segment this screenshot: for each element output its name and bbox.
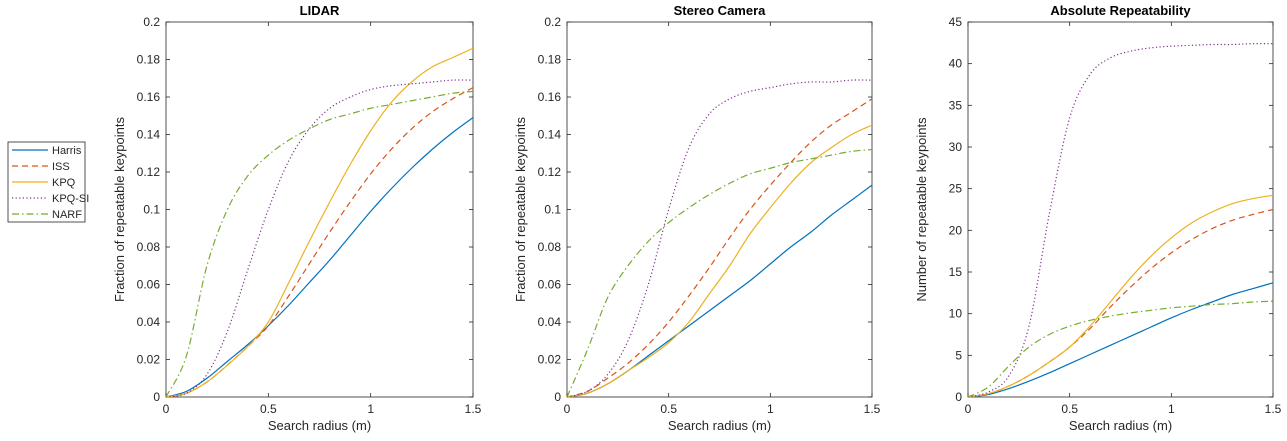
y-tick-label: 20 xyxy=(949,223,963,237)
y-tick-label: 45 xyxy=(949,15,963,29)
y-tick-label: 0 xyxy=(153,390,160,404)
y-tick-label: 0.08 xyxy=(137,240,161,254)
x-tick-label: 0.5 xyxy=(260,402,277,416)
y-tick-label: 15 xyxy=(949,265,963,279)
y-tick-label: 10 xyxy=(949,307,963,321)
y-tick-label: 25 xyxy=(949,182,963,196)
legend-entry-kpq-si: KPQ-SI xyxy=(12,193,89,205)
chart-panel-absolute-repeatability: Absolute Repeatability 0 0.5 1 1.5 0 5 10 15 20 25… xyxy=(914,3,1282,433)
series-line-iss xyxy=(165,87,474,398)
x-tick-label: 0 xyxy=(564,402,571,416)
series-line-iss xyxy=(566,98,873,398)
x-tick-label: 1 xyxy=(367,402,374,416)
x-tick-label: 1.5 xyxy=(1265,402,1282,416)
y-tick-label: 0.04 xyxy=(137,315,161,329)
series-line-harris xyxy=(967,282,1274,398)
series-line-narf xyxy=(566,148,873,398)
legend: Harris ISS KPQ KPQ-SI NARF xyxy=(7,141,89,223)
chart-title: LIDAR xyxy=(300,3,340,18)
y-axis-label: Number of repeatable keypoints xyxy=(914,117,929,302)
y-axis-label: Fraction of repeatable keypoints xyxy=(513,117,528,302)
y-tick-label: 0.06 xyxy=(538,278,562,292)
y-tick-label: 0.18 xyxy=(538,53,562,67)
legend-entry-narf: NARF xyxy=(12,209,82,221)
legend-label-harris: Harris xyxy=(52,145,82,157)
legend-entry-harris: Harris xyxy=(12,145,82,157)
chart-title: Absolute Repeatability xyxy=(1050,3,1191,18)
plot-area xyxy=(165,21,474,398)
legend-label-kpq-si: KPQ-SI xyxy=(52,193,89,205)
y-tick-label: 0.16 xyxy=(538,90,562,104)
y-tick-label: 0.06 xyxy=(137,278,161,292)
y-tick-label: 0.2 xyxy=(143,15,160,29)
legend-label-kpq: KPQ xyxy=(52,177,76,189)
legend-label-narf: NARF xyxy=(52,209,82,221)
x-tick-label: 0 xyxy=(965,402,972,416)
x-axis-label: Search radius (m) xyxy=(1069,418,1172,433)
series-line-kpq xyxy=(967,194,1274,398)
y-axis-label: Fraction of repeatable keypoints xyxy=(112,117,127,302)
series-line-narf xyxy=(165,90,474,398)
series-line-narf xyxy=(967,300,1274,398)
y-tick-label: 0.2 xyxy=(544,15,561,29)
x-axis-label: Search radius (m) xyxy=(668,418,771,433)
x-tick-label: 0.5 xyxy=(1061,402,1078,416)
series-line-harris xyxy=(165,117,474,398)
y-tick-label: 0.18 xyxy=(137,53,161,67)
y-tick-label: 40 xyxy=(949,57,963,71)
series-line-kpq-si xyxy=(967,43,1274,398)
legend-entry-kpq: KPQ xyxy=(12,177,76,189)
x-axis-label: Search radius (m) xyxy=(268,418,371,433)
chart-title: Stereo Camera xyxy=(674,3,767,18)
plot-area xyxy=(967,21,1274,398)
y-tick-label: 0 xyxy=(955,390,962,404)
x-tick-label: 1.5 xyxy=(864,402,881,416)
series-line-kpq xyxy=(566,124,873,398)
y-tick-label: 0.08 xyxy=(538,240,562,254)
x-tick-label: 1.5 xyxy=(465,402,482,416)
y-tick-label: 0.14 xyxy=(137,128,161,142)
x-tick-label: 1 xyxy=(767,402,774,416)
y-tick-label: 0.04 xyxy=(538,315,562,329)
y-tick-label: 0.16 xyxy=(137,90,161,104)
y-tick-label: 0.1 xyxy=(544,203,561,217)
y-tick-label: 0.12 xyxy=(137,165,161,179)
y-tick-label: 0 xyxy=(554,390,561,404)
legend-label-iss: ISS xyxy=(52,161,70,173)
x-tick-label: 1 xyxy=(1168,402,1175,416)
legend-entry-iss: ISS xyxy=(12,161,70,173)
y-tick-label: 0.12 xyxy=(538,165,562,179)
y-tick-label: 0.02 xyxy=(538,353,562,367)
y-tick-label: 30 xyxy=(949,140,963,154)
series-line-kpq xyxy=(165,47,474,398)
chart-panel-stereo-camera: Stereo Camera 0 0.5 1 1.5 0 0.02 0.04 0.06 0.08 0.… xyxy=(513,3,881,433)
plot-area xyxy=(566,21,873,398)
x-tick-label: 0.5 xyxy=(660,402,677,416)
y-tick-label: 5 xyxy=(955,348,962,362)
chart-panel-lidar: LIDAR 0 0.5 1 1.5 0 0.02 0.04 0.06 0.08 0.1 0.12 0.1… xyxy=(112,3,482,433)
y-tick-label: 0.02 xyxy=(137,353,161,367)
y-tick-label: 0.1 xyxy=(143,203,160,217)
x-tick-label: 0 xyxy=(163,402,170,416)
y-tick-label: 0.14 xyxy=(538,128,562,142)
y-tick-label: 35 xyxy=(949,98,963,112)
